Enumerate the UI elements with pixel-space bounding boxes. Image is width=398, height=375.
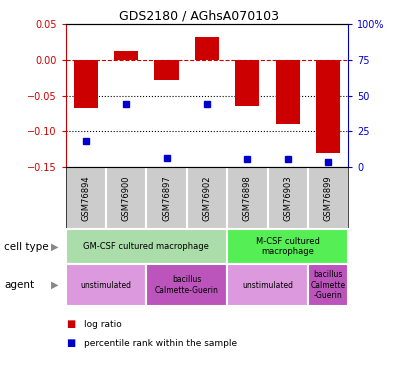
Text: log ratio: log ratio: [84, 320, 121, 329]
Text: percentile rank within the sample: percentile rank within the sample: [84, 339, 237, 348]
Text: unstimulated: unstimulated: [242, 280, 293, 290]
Text: bacillus
Calmette
-Guerin: bacillus Calmette -Guerin: [310, 270, 345, 300]
Text: GSM76897: GSM76897: [162, 175, 171, 220]
Bar: [308, 264, 348, 306]
Bar: [316, 60, 340, 153]
Text: GSM76900: GSM76900: [122, 175, 131, 220]
Text: GSM76903: GSM76903: [283, 175, 292, 220]
Text: M-CSF cultured
macrophage: M-CSF cultured macrophage: [256, 237, 320, 256]
Bar: [114, 51, 139, 60]
Bar: [275, 60, 300, 124]
Bar: [195, 37, 219, 60]
Text: ■: ■: [66, 338, 75, 348]
Bar: [227, 229, 348, 264]
Bar: [146, 264, 227, 306]
Text: ■: ■: [66, 320, 75, 329]
Text: ▶: ▶: [51, 280, 59, 290]
Text: GM-CSF cultured macrophage: GM-CSF cultured macrophage: [84, 242, 209, 251]
Text: GSM76899: GSM76899: [324, 175, 333, 220]
Text: GSM76902: GSM76902: [203, 175, 211, 220]
Text: GDS2180 / AGhsA070103: GDS2180 / AGhsA070103: [119, 9, 279, 22]
Bar: [66, 229, 227, 264]
Bar: [227, 264, 308, 306]
Bar: [235, 60, 259, 106]
Bar: [66, 264, 146, 306]
Text: GSM76898: GSM76898: [243, 175, 252, 220]
Text: unstimulated: unstimulated: [80, 280, 131, 290]
Text: cell type: cell type: [4, 242, 49, 252]
Text: agent: agent: [4, 280, 34, 290]
Text: GSM76894: GSM76894: [81, 175, 90, 220]
Bar: [154, 60, 179, 80]
Bar: [74, 60, 98, 108]
Text: bacillus
Calmette-Guerin: bacillus Calmette-Guerin: [155, 275, 219, 295]
Text: ▶: ▶: [51, 242, 59, 252]
